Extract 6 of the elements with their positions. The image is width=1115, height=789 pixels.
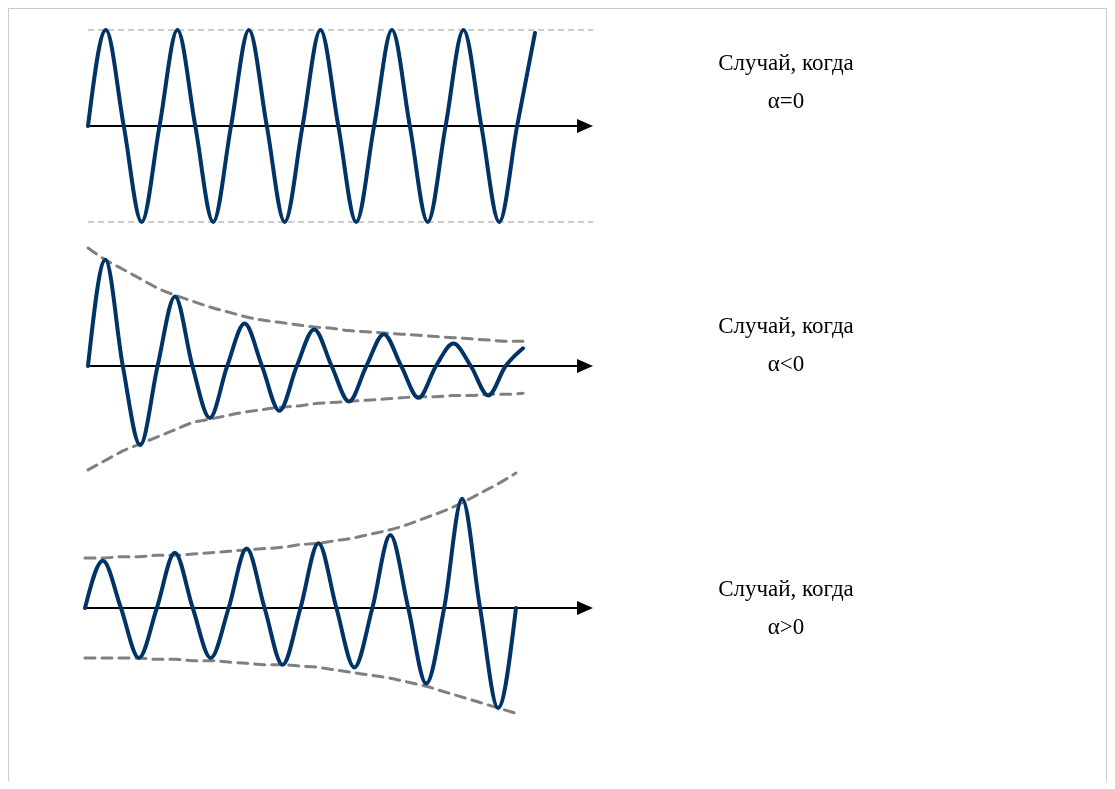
text: α<0 (767, 351, 805, 376)
text: α=0 (767, 88, 805, 113)
text: Случай, когда (718, 576, 854, 601)
text: Случай, когда (718, 50, 854, 75)
text: Случай, когда (718, 313, 854, 338)
text: α>0 (767, 614, 805, 639)
